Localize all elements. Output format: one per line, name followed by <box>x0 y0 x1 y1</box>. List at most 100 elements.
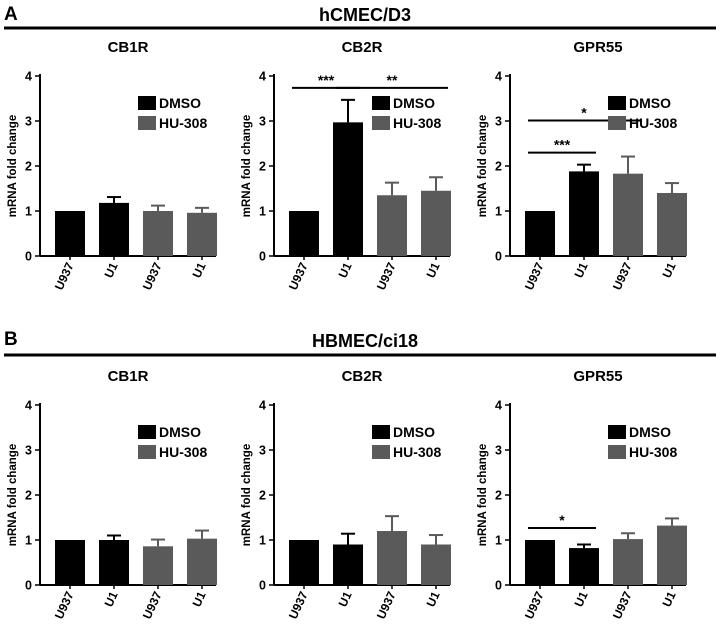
legend-label: HU-308 <box>629 444 677 460</box>
y-tick-label: 0 <box>25 250 32 264</box>
y-tick-label: 4 <box>495 399 502 413</box>
y-tick-label: 0 <box>25 579 32 593</box>
legend-swatch <box>138 96 156 110</box>
y-tick-label: 1 <box>259 534 266 548</box>
significance-stars: *** <box>318 72 335 88</box>
y-tick-label: 4 <box>495 70 502 84</box>
legend-swatch <box>138 116 156 130</box>
y-tick-label: 2 <box>495 160 502 174</box>
legend-label: DMSO <box>629 95 671 111</box>
bar <box>657 525 687 585</box>
x-tick-label: U1 <box>336 260 355 280</box>
y-tick-label: 3 <box>259 115 266 129</box>
y-tick-label: 2 <box>25 489 32 503</box>
bar <box>55 540 85 585</box>
significance-stars: * <box>581 105 587 121</box>
legend-swatch <box>372 96 390 110</box>
bar <box>99 202 129 256</box>
legend-label: DMSO <box>393 424 435 440</box>
y-axis-label: mRNA fold change <box>241 444 253 546</box>
legend-swatch <box>372 116 390 130</box>
bar <box>377 531 407 585</box>
chart-b-gpr55: GPR55 mRNA fold change 0 1 2 3 4 U937 U1 U937 U1 * D… <box>477 368 687 621</box>
legend-label: HU-308 <box>629 115 677 131</box>
x-tick-label: U1 <box>190 260 209 280</box>
chart-b-cb2r: CB2R mRNA fold change 0 1 2 3 4 U937 U1 U937 U1 DMS… <box>241 368 451 621</box>
y-tick-label: 2 <box>495 489 502 503</box>
bar <box>99 540 129 585</box>
significance-stars: ** <box>387 72 398 88</box>
y-tick-label: 3 <box>495 115 502 129</box>
bar <box>657 193 687 256</box>
y-tick-label: 0 <box>259 579 266 593</box>
bar <box>377 195 407 256</box>
y-tick-label: 2 <box>259 489 266 503</box>
y-tick-label: 3 <box>259 444 266 458</box>
panel-a-cell-line: hCMEC/D3 <box>319 5 411 25</box>
chart-title: GPR55 <box>573 39 622 56</box>
bar <box>525 211 555 256</box>
bar <box>289 211 319 256</box>
x-tick-label: U937 <box>140 589 165 621</box>
x-tick-label: U1 <box>190 589 209 609</box>
legend-swatch <box>608 425 626 439</box>
x-tick-label: U1 <box>660 260 679 280</box>
legend-swatch <box>138 445 156 459</box>
y-tick-label: 2 <box>259 160 266 174</box>
x-tick-label: U1 <box>102 260 121 280</box>
chart-title: CB2R <box>342 39 383 56</box>
y-tick-label: 4 <box>259 70 266 84</box>
legend-swatch <box>372 425 390 439</box>
x-tick-label: U1 <box>572 260 591 280</box>
y-tick-label: 0 <box>495 250 502 264</box>
x-tick-label: U937 <box>374 260 399 292</box>
legend-label: DMSO <box>159 424 201 440</box>
x-tick-label: U937 <box>610 260 635 292</box>
charts-layer: CB1R mRNA fold change 0 1 2 3 4 U937 U1 U937 U1 DMS… <box>7 39 687 621</box>
bar <box>421 544 451 585</box>
y-tick-label: 4 <box>25 399 32 413</box>
panel-b-letter: B <box>4 329 18 350</box>
legend-swatch <box>608 445 626 459</box>
chart-title: CB2R <box>342 368 383 385</box>
legend-swatch <box>608 116 626 130</box>
x-tick-label: U1 <box>660 589 679 609</box>
x-tick-label: U937 <box>522 260 547 292</box>
x-tick-label: U937 <box>286 260 311 292</box>
y-tick-label: 1 <box>25 205 32 219</box>
x-tick-label: U937 <box>52 260 77 292</box>
y-tick-label: 2 <box>25 160 32 174</box>
legend-label: HU-308 <box>393 115 441 131</box>
bar <box>143 211 173 256</box>
y-axis-label: mRNA fold change <box>477 444 489 546</box>
x-tick-label: U937 <box>52 589 77 621</box>
bar <box>569 171 599 256</box>
chart-title: CB1R <box>108 39 149 56</box>
x-tick-label: U1 <box>102 589 121 609</box>
y-axis-label: mRNA fold change <box>7 444 19 546</box>
x-tick-label: U937 <box>522 589 547 621</box>
y-axis-label: mRNA fold change <box>241 115 253 217</box>
legend-label: DMSO <box>629 424 671 440</box>
y-tick-label: 3 <box>25 444 32 458</box>
x-tick-label: U937 <box>374 589 399 621</box>
y-tick-label: 1 <box>259 205 266 219</box>
bar <box>333 544 363 585</box>
y-tick-label: 3 <box>25 115 32 129</box>
panel-a-letter: A <box>4 4 18 25</box>
chart-title: GPR55 <box>573 368 622 385</box>
x-tick-label: U1 <box>572 589 591 609</box>
bar <box>421 190 451 256</box>
legend-label: HU-308 <box>393 444 441 460</box>
legend-swatch <box>372 445 390 459</box>
y-tick-label: 4 <box>25 70 32 84</box>
legend-label: HU-308 <box>159 115 207 131</box>
chart-a-cb1r: CB1R mRNA fold change 0 1 2 3 4 U937 U1 U937 U1 DMS… <box>7 39 217 292</box>
panel-b-cell-line: HBMEC/ci18 <box>312 331 418 351</box>
x-tick-label: U937 <box>140 260 165 292</box>
y-tick-label: 4 <box>259 399 266 413</box>
chart-b-cb1r: CB1R mRNA fold change 0 1 2 3 4 U937 U1 U937 U1 DMS… <box>7 368 217 621</box>
significance-stars: * <box>559 512 565 528</box>
